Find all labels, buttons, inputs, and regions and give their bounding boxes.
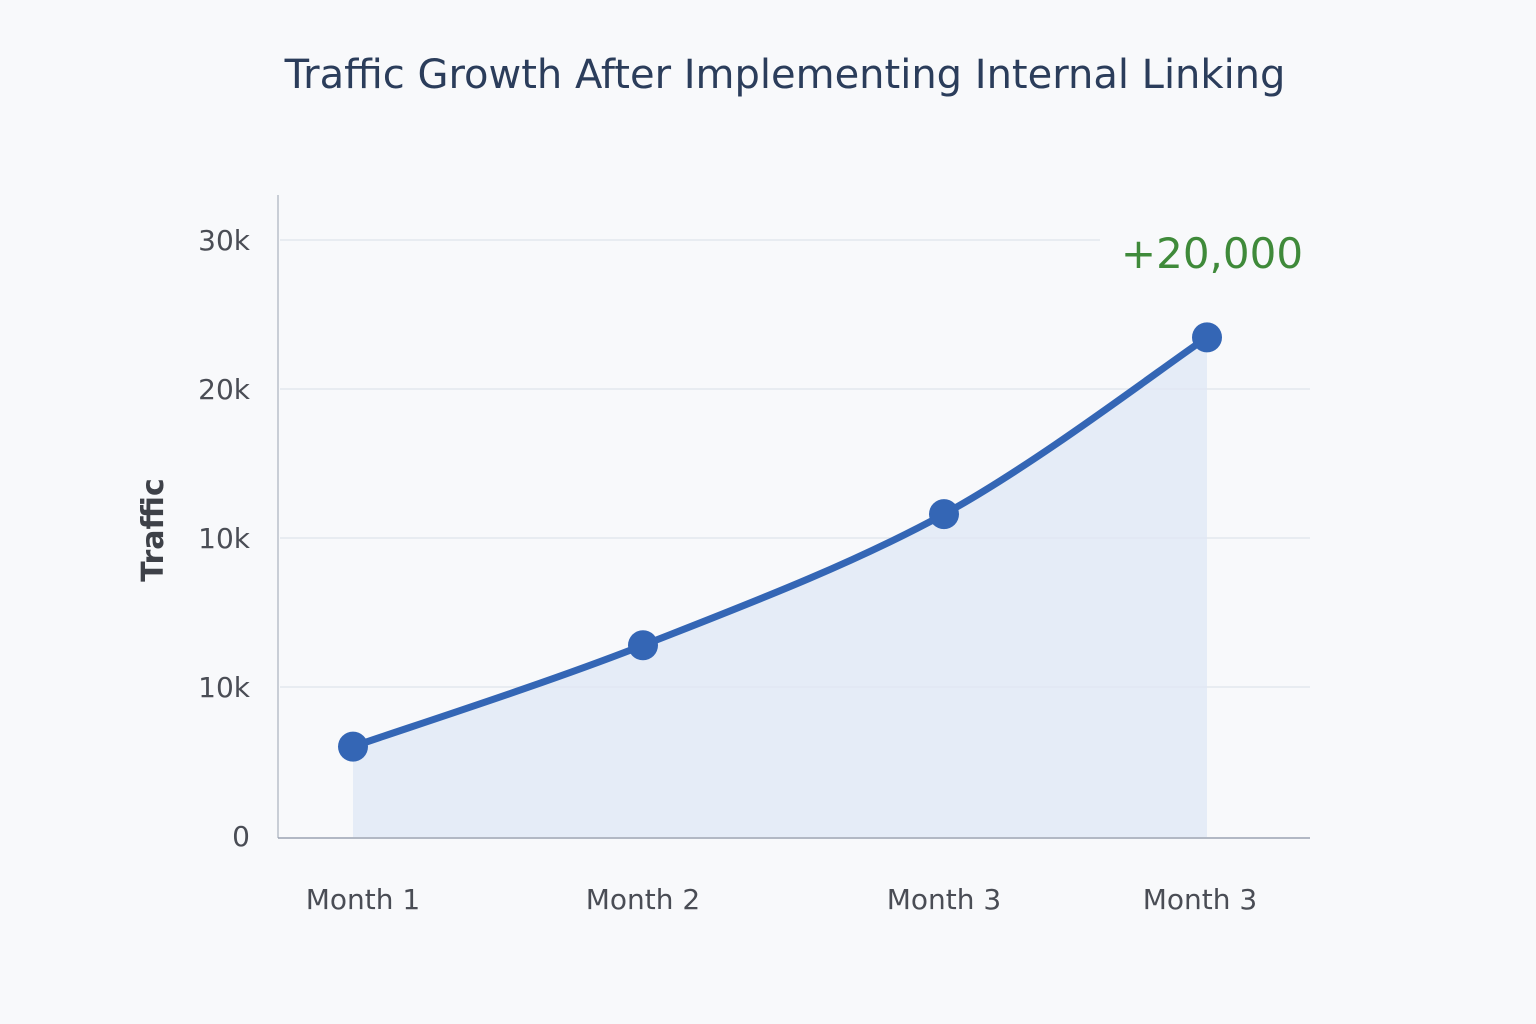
y-tick-label: 20k — [198, 373, 251, 406]
y-axis-label: Traffic — [136, 478, 171, 581]
area-fill — [353, 337, 1207, 837]
data-point — [929, 499, 959, 530]
x-tick-label: Month 2 — [586, 883, 700, 916]
y-tick-label: 10k — [198, 671, 251, 704]
y-tick-label: 10k — [198, 522, 251, 555]
y-tick-label: 30k — [198, 224, 251, 257]
x-tick-label: Month 3 — [1143, 883, 1257, 916]
chart-title: Traffic Growth After Implementing Intern… — [284, 52, 1286, 98]
y-tick-label: 0 — [232, 820, 250, 853]
data-point — [628, 630, 658, 661]
series-line — [349, 333, 1211, 751]
x-tick-label: Month 1 — [306, 883, 420, 916]
data-point — [1192, 322, 1222, 353]
data-point — [338, 731, 368, 762]
x-tick-label: Month 3 — [887, 883, 1001, 916]
growth-annotation: +20,000 — [1121, 229, 1303, 278]
